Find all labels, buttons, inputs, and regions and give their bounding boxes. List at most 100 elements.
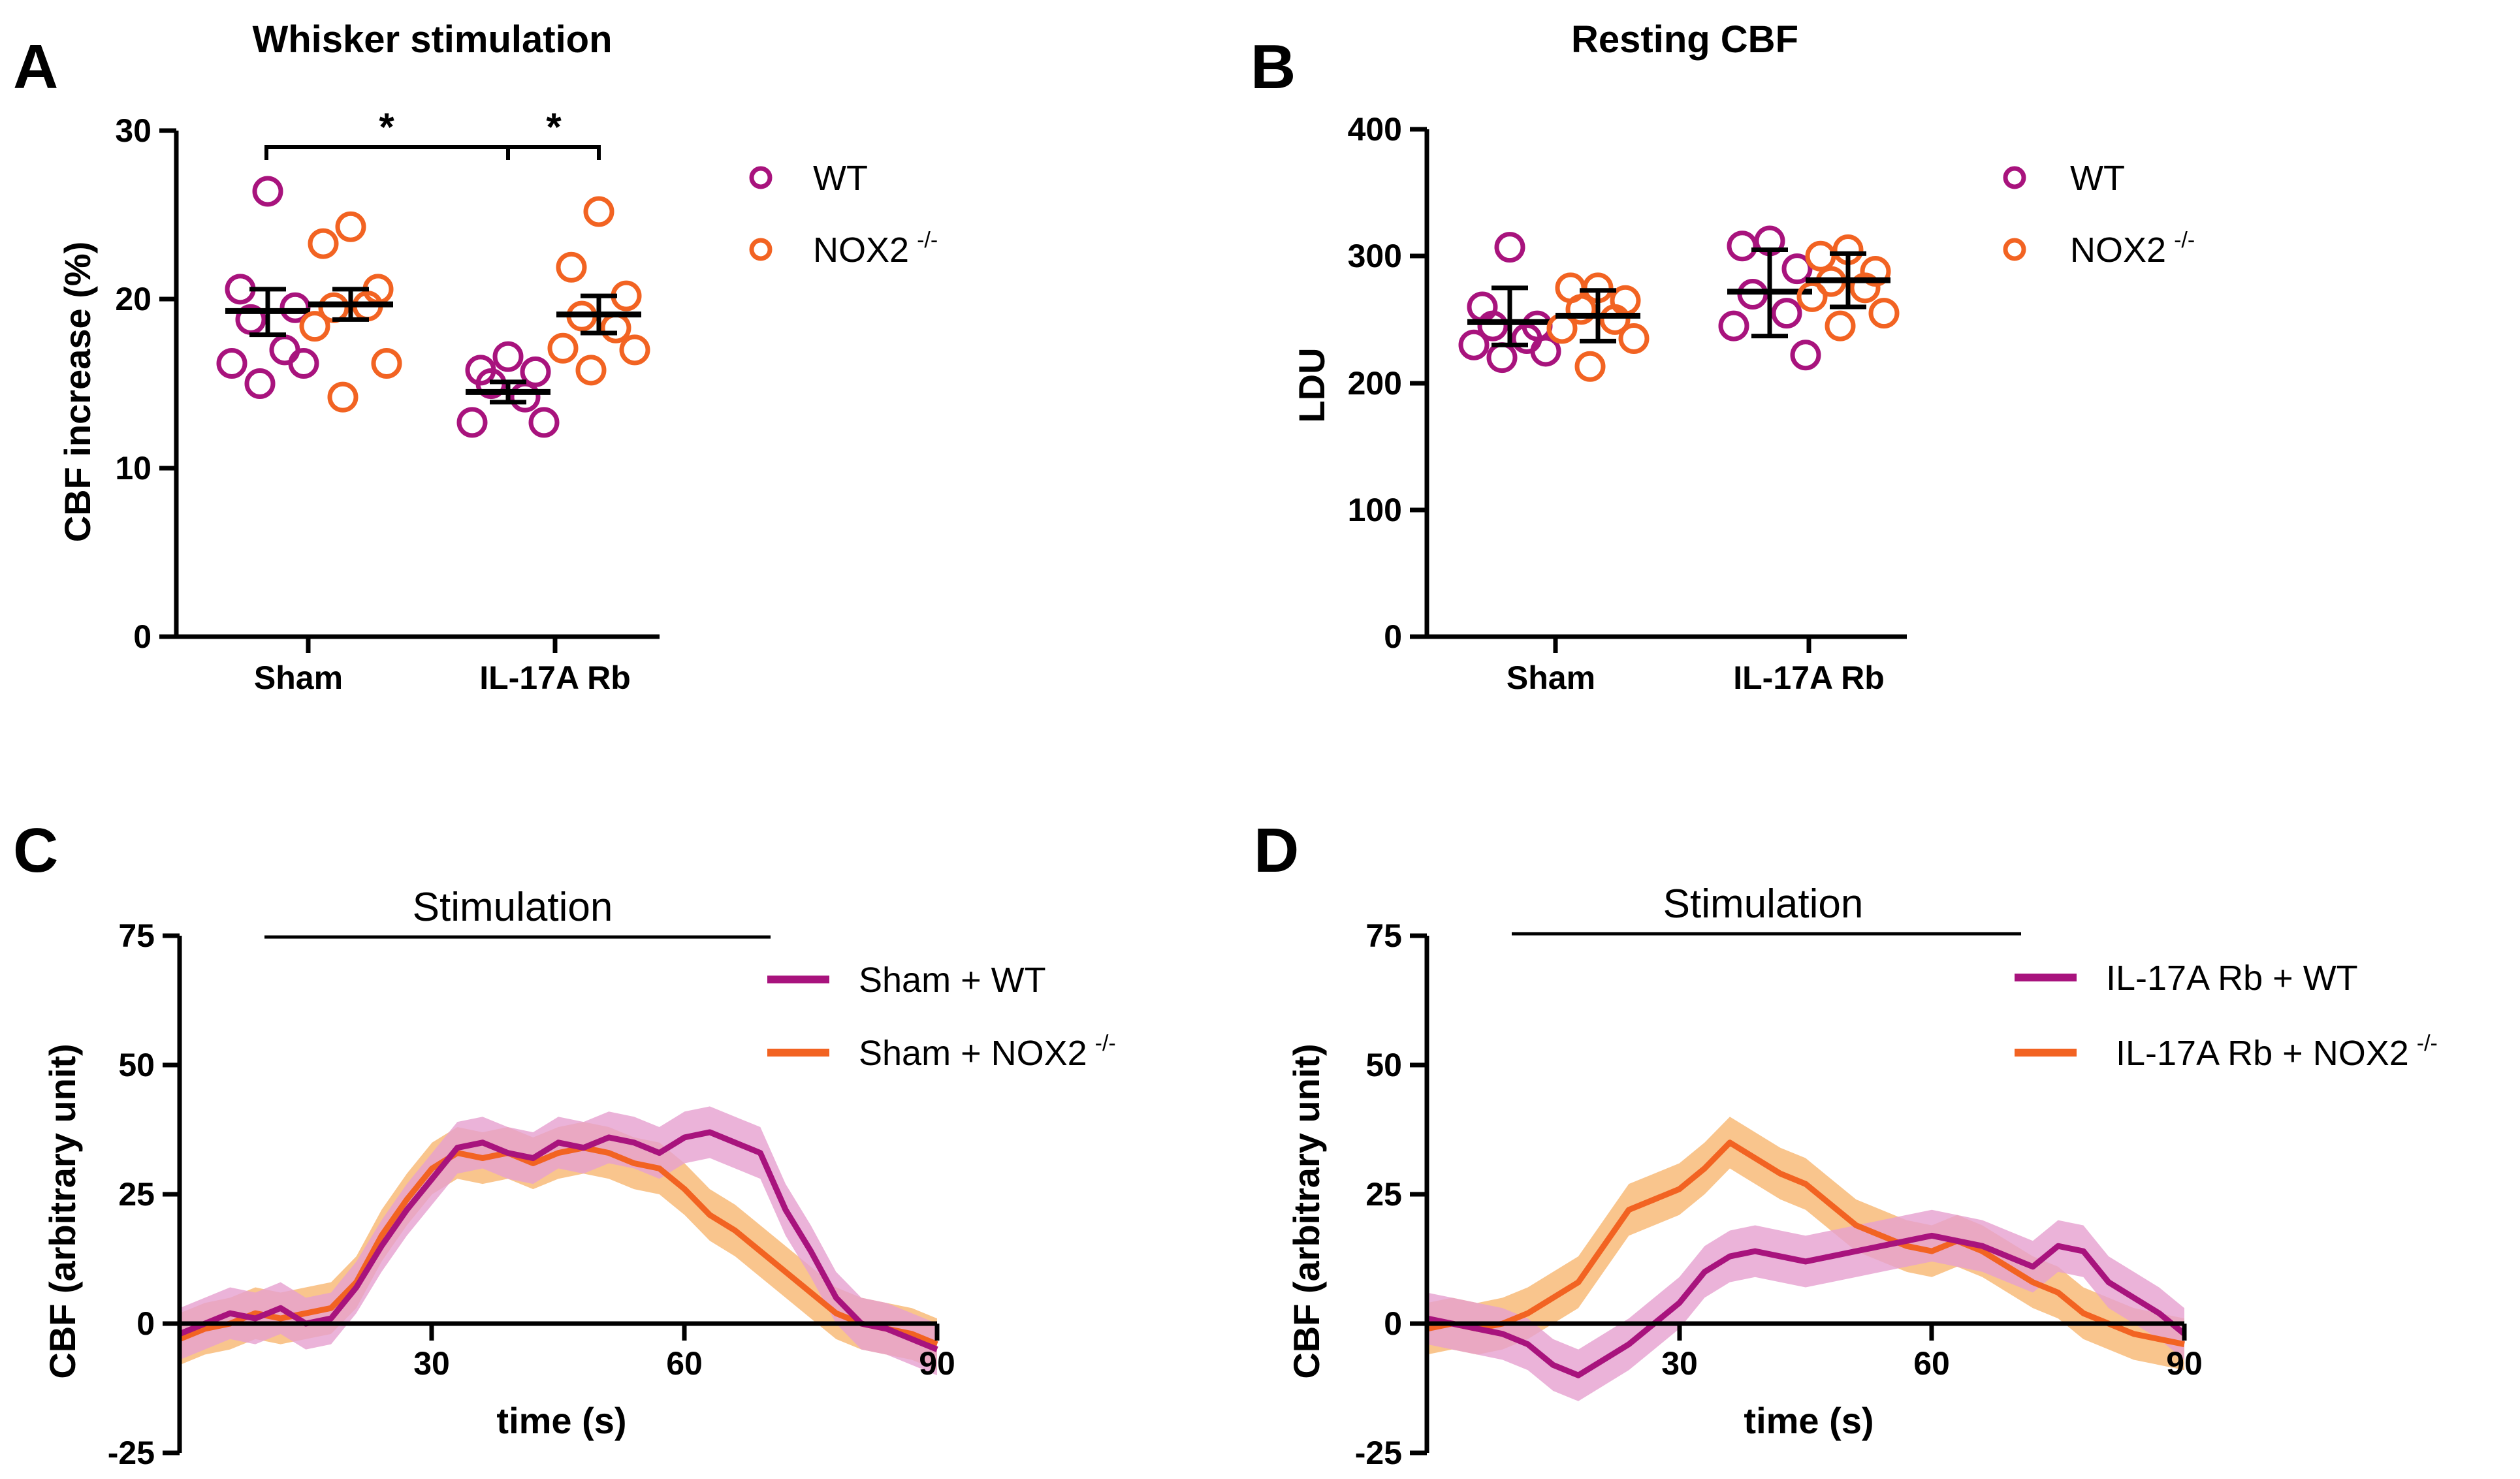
x-tick-label-sham: Sham: [1507, 660, 1595, 696]
series-line: [1426, 1232, 2186, 1378]
y-tick-label: 200: [1348, 365, 1402, 402]
data-point: [327, 381, 359, 413]
x-tick-label: 90: [2166, 1345, 2203, 1382]
panel-letter-b: B: [1251, 32, 1296, 102]
panel-title-a: Whisker stimulation: [252, 18, 612, 61]
panel-title-b: Resting CBF: [1571, 18, 1798, 61]
data-point: [1805, 240, 1836, 272]
data-point: [1796, 281, 1828, 312]
legend-label-sham-nox2: Sham + NOX2 -/-: [859, 1031, 1116, 1073]
x-tick-label-il17a-rb: IL-17A Rb: [479, 660, 631, 696]
legend-label-nox2: NOX2 -/-: [813, 228, 938, 270]
legend-label-wt: WT: [2070, 159, 2125, 198]
legend-marker-wt: [2003, 166, 2026, 189]
data-point: [1771, 298, 1802, 329]
data-point: [619, 334, 650, 366]
significance-brackets-a: * *: [264, 105, 601, 160]
data-point: [556, 251, 587, 283]
legend-c: Sham + WT Sham + NOX2 -/-: [767, 961, 1116, 1073]
y-tick-label: 10: [115, 450, 152, 486]
data-point: [1718, 310, 1749, 342]
data-point: [299, 311, 330, 342]
data-point: [1825, 310, 1856, 342]
y-tick-label: 0: [136, 1305, 155, 1342]
data-point: [547, 332, 579, 364]
data-point: [288, 348, 319, 379]
y-tick-label: 0: [1384, 1305, 1402, 1342]
panel-d: D Stimulation CBF (arbitrary unit) time …: [1254, 816, 2438, 1471]
y-axis-b: 400 300 200 100 0 Sham IL-17A Rb: [1348, 111, 1907, 696]
stimulation-label-c: Stimulation: [413, 885, 613, 930]
y-axis-label-b: LDU: [1291, 347, 1332, 422]
x-axis-label-d: time (s): [1744, 1400, 1874, 1441]
data-point: [1781, 253, 1813, 285]
data-point: [1458, 329, 1490, 360]
x-axis-label-c: time (s): [496, 1400, 626, 1441]
x-tick-label-sham: Sham: [254, 660, 343, 696]
legend-label-il17a-nox2: IL-17A Rb + NOX2 -/-: [2116, 1031, 2438, 1073]
dot-plot-a: [216, 176, 650, 438]
series-line: [178, 1145, 938, 1347]
legend-label-wt: WT: [813, 159, 868, 198]
y-tick-label: 20: [115, 281, 152, 317]
data-point: [575, 355, 607, 386]
y-tick-label: -25: [1355, 1435, 1402, 1471]
data-point: [269, 334, 300, 366]
y-tick-label: 400: [1348, 111, 1402, 148]
dot-plot-b: [1458, 225, 1900, 382]
x-tick-label-il17a-rb: IL-17A Rb: [1733, 660, 1885, 696]
y-tick-label: 50: [118, 1047, 155, 1083]
data-point: [1477, 310, 1508, 342]
data-point: [252, 176, 283, 207]
x-tick-label: 60: [666, 1345, 703, 1382]
y-tick-label: 50: [1365, 1047, 1402, 1083]
data-point: [244, 368, 276, 399]
trace-plot-d: [1426, 1117, 2186, 1401]
data-point: [216, 348, 247, 379]
legend-a: WT NOX2 -/-: [749, 159, 938, 270]
y-axis-a: 30 20 10 0 Sham IL-17A Rb: [115, 112, 660, 696]
legend-label-il17a-wt: IL-17A Rb + WT: [2106, 959, 2358, 998]
legend-d: IL-17A Rb + WT IL-17A Rb + NOX2 -/-: [2015, 959, 2438, 1073]
data-point: [583, 196, 614, 227]
y-axis-label-a: CBF increase (%): [57, 242, 98, 543]
data-point: [335, 211, 366, 242]
panel-letter-a: A: [13, 32, 58, 102]
data-point: [520, 356, 551, 387]
trace-plot-c: [178, 1106, 938, 1376]
y-tick-label: 100: [1348, 492, 1402, 528]
legend-marker-nox2: [2003, 238, 2026, 261]
axes-d: 75 50 25 0 -25 30 60 90: [1355, 917, 2203, 1471]
y-axis-label-d: CBF (arbitrary unit): [1286, 1043, 1327, 1378]
legend-marker-wt: [749, 166, 773, 189]
data-point: [1530, 336, 1561, 367]
panel-a: A Whisker stimulation CBF increase (%) 3…: [13, 18, 938, 696]
y-tick-label: -25: [108, 1435, 155, 1471]
significance-star: *: [379, 105, 394, 149]
y-tick-label: 25: [1365, 1176, 1402, 1213]
data-point: [600, 312, 631, 343]
series-line: [1426, 1139, 2185, 1348]
x-tick-label: 30: [413, 1345, 450, 1382]
data-point: [308, 228, 339, 259]
sem-band: [180, 1106, 937, 1376]
data-point: [492, 341, 524, 372]
y-tick-label: 0: [1384, 618, 1402, 655]
data-point: [1599, 304, 1631, 335]
data-point: [279, 292, 311, 323]
data-point: [1790, 340, 1821, 371]
panel-letter-d: D: [1254, 816, 1299, 885]
y-tick-label: 25: [118, 1176, 155, 1213]
stimulation-label-d: Stimulation: [1663, 882, 1864, 927]
data-point: [1546, 313, 1578, 344]
panel-c: C Stimulation CBF (arbitrary unit) time …: [13, 816, 1116, 1471]
data-point: [1618, 323, 1650, 355]
significance-star: *: [546, 105, 562, 149]
x-tick-label: 60: [1913, 1345, 1950, 1382]
data-point: [1868, 298, 1900, 329]
y-tick-label: 0: [133, 618, 152, 655]
data-point: [1565, 294, 1597, 325]
axes-c: 75 50 25 0 -25 30 60 90: [108, 917, 955, 1471]
data-point: [1727, 231, 1758, 262]
